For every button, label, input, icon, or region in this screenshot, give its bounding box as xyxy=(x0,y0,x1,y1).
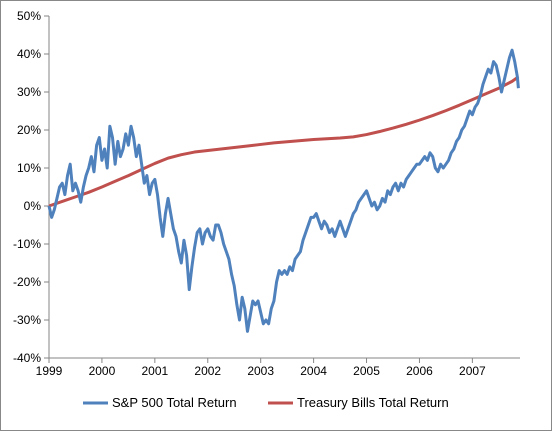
y-tick-label: 30% xyxy=(17,85,41,99)
x-tick-label: 2003 xyxy=(247,364,274,378)
x-tick-label: 2001 xyxy=(141,364,168,378)
series-line-tbills xyxy=(48,75,520,208)
x-tick-label: 2007 xyxy=(459,364,486,378)
x-tick-label: 1999 xyxy=(36,364,63,378)
y-tick-label: 20% xyxy=(17,123,41,137)
x-tick-label: 2000 xyxy=(89,364,116,378)
y-tick-label: 40% xyxy=(17,47,41,61)
series-line-sp500 xyxy=(47,48,520,333)
y-tick-label: -40% xyxy=(13,351,41,365)
y-tick-label: 50% xyxy=(17,9,41,23)
x-tick-label: 2006 xyxy=(406,364,433,378)
legend: S&P 500 Total Return Treasury Bills Total… xyxy=(83,395,449,410)
y-tick-label: 0% xyxy=(24,199,42,213)
x-tick-label: 2002 xyxy=(194,364,221,378)
legend-label-tbills: Treasury Bills Total Return xyxy=(297,395,449,410)
y-tick-label: -30% xyxy=(13,313,41,327)
legend-label-sp500: S&P 500 Total Return xyxy=(112,395,237,410)
x-tick-label: 2005 xyxy=(353,364,380,378)
y-tick-label: -10% xyxy=(13,237,41,251)
x-tick-label: 2004 xyxy=(300,364,327,378)
y-tick-label: 10% xyxy=(17,161,41,175)
y-tick-label: -20% xyxy=(13,275,41,289)
axes: 50% 40% 30% 20% 10% 0% -10% -20% -30% -40%1999 200… xyxy=(13,9,520,378)
series-layer xyxy=(47,48,520,333)
